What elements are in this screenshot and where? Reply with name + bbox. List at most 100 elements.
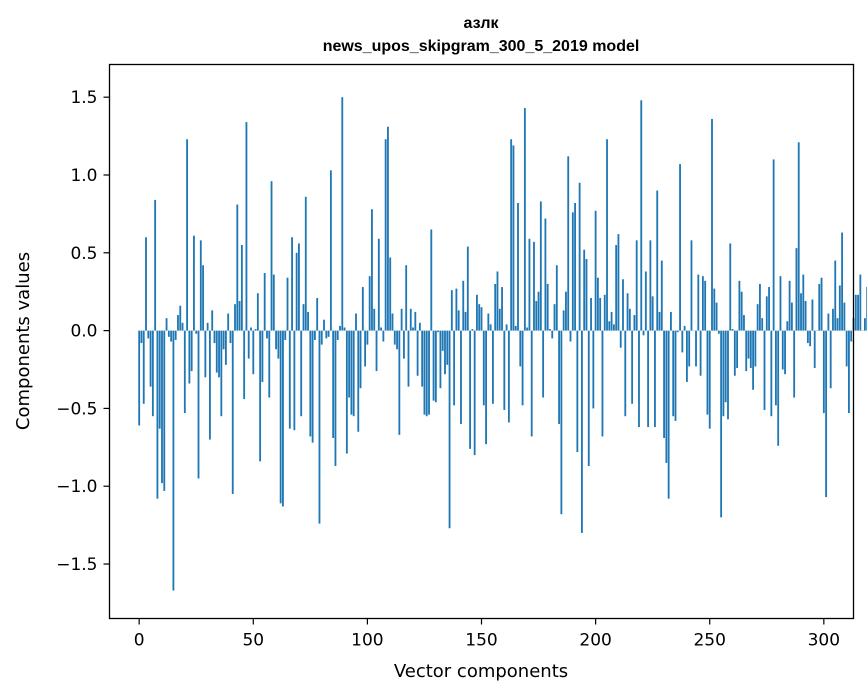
- bar: [567, 156, 570, 331]
- bar: [854, 294, 857, 331]
- bar: [446, 330, 449, 365]
- bar: [487, 313, 490, 331]
- bar: [250, 327, 252, 331]
- bar: [327, 330, 330, 337]
- y-tick-label: 1.0: [70, 166, 97, 186]
- bar: [715, 302, 718, 331]
- bar: [610, 311, 613, 331]
- x-tick-label: 150: [465, 631, 497, 651]
- bar: [720, 330, 723, 518]
- bar: [268, 330, 271, 398]
- bar: [820, 277, 823, 331]
- bar: [768, 287, 770, 331]
- bar: [398, 330, 401, 435]
- bar: [494, 283, 497, 331]
- bar: [752, 330, 754, 390]
- bar: [282, 330, 284, 507]
- bar: [460, 330, 462, 424]
- bar: [307, 311, 309, 331]
- bar: [199, 240, 202, 331]
- y-tick-label: −1.0: [56, 477, 97, 497]
- bar: [535, 301, 538, 331]
- bar: [763, 330, 766, 410]
- bar: [284, 330, 287, 340]
- bar: [350, 330, 353, 415]
- bar: [174, 330, 177, 340]
- y-tick-label: 1.5: [70, 88, 97, 108]
- bar: [697, 274, 700, 331]
- bar: [400, 308, 403, 331]
- bar: [587, 330, 590, 466]
- bar: [706, 330, 709, 415]
- bar: [774, 330, 777, 406]
- bar: [806, 330, 809, 344]
- bar: [409, 308, 412, 331]
- bar: [238, 301, 241, 331]
- bar: [813, 330, 816, 368]
- bar: [179, 305, 182, 331]
- bar: [517, 203, 519, 331]
- bar: [149, 330, 152, 387]
- bar: [348, 330, 351, 398]
- bar: [722, 330, 725, 417]
- bar: [261, 330, 264, 382]
- bar: [444, 330, 446, 375]
- bar: [738, 280, 741, 331]
- bar: [448, 330, 451, 529]
- bar: [311, 330, 314, 443]
- bar: [439, 330, 442, 389]
- bar: [161, 330, 163, 484]
- bar: [416, 330, 419, 376]
- bar: [138, 330, 141, 426]
- bar: [476, 294, 478, 331]
- bar: [756, 304, 759, 331]
- y-axis-ticks: 1.5 1.0 0.5 0.0 −0.5 −1.0 −1.5: [56, 88, 110, 575]
- bar: [266, 330, 268, 339]
- bar: [747, 330, 750, 359]
- bar: [651, 296, 654, 331]
- bar: [544, 218, 547, 331]
- bar: [585, 259, 588, 331]
- bar: [334, 330, 337, 466]
- bar: [809, 330, 812, 347]
- bar: [633, 315, 636, 331]
- bar: [156, 330, 159, 499]
- bar: [389, 257, 392, 331]
- bar: [510, 139, 513, 331]
- bar: [729, 243, 732, 331]
- x-tick-label: 300: [808, 631, 840, 651]
- bar: [676, 330, 679, 333]
- bar: [590, 297, 592, 331]
- bar: [565, 291, 567, 331]
- bar: [514, 325, 517, 331]
- bar: [357, 330, 360, 432]
- bar: [811, 299, 814, 331]
- bar: [701, 276, 704, 331]
- bar: [405, 265, 408, 331]
- bar: [759, 283, 761, 331]
- bar: [857, 294, 859, 331]
- bar: [533, 241, 535, 331]
- bar: [644, 271, 647, 331]
- bar: [825, 330, 828, 498]
- bar: [711, 118, 713, 331]
- bar: [183, 330, 186, 414]
- bar: [304, 196, 307, 331]
- bar: [690, 240, 693, 331]
- bar: [279, 330, 282, 504]
- bar: [594, 210, 597, 331]
- bar: [345, 330, 348, 454]
- bar: [551, 330, 554, 339]
- bar: [382, 330, 385, 342]
- bar: [555, 265, 558, 331]
- bar: [619, 330, 622, 348]
- bar: [519, 330, 522, 367]
- plot-frame: [108, 63, 855, 620]
- bar: [384, 139, 387, 331]
- bar: [375, 330, 378, 372]
- bar: [211, 310, 214, 331]
- bar: [505, 324, 508, 331]
- bar: [795, 248, 798, 331]
- bar: [441, 330, 444, 351]
- bar: [503, 330, 506, 410]
